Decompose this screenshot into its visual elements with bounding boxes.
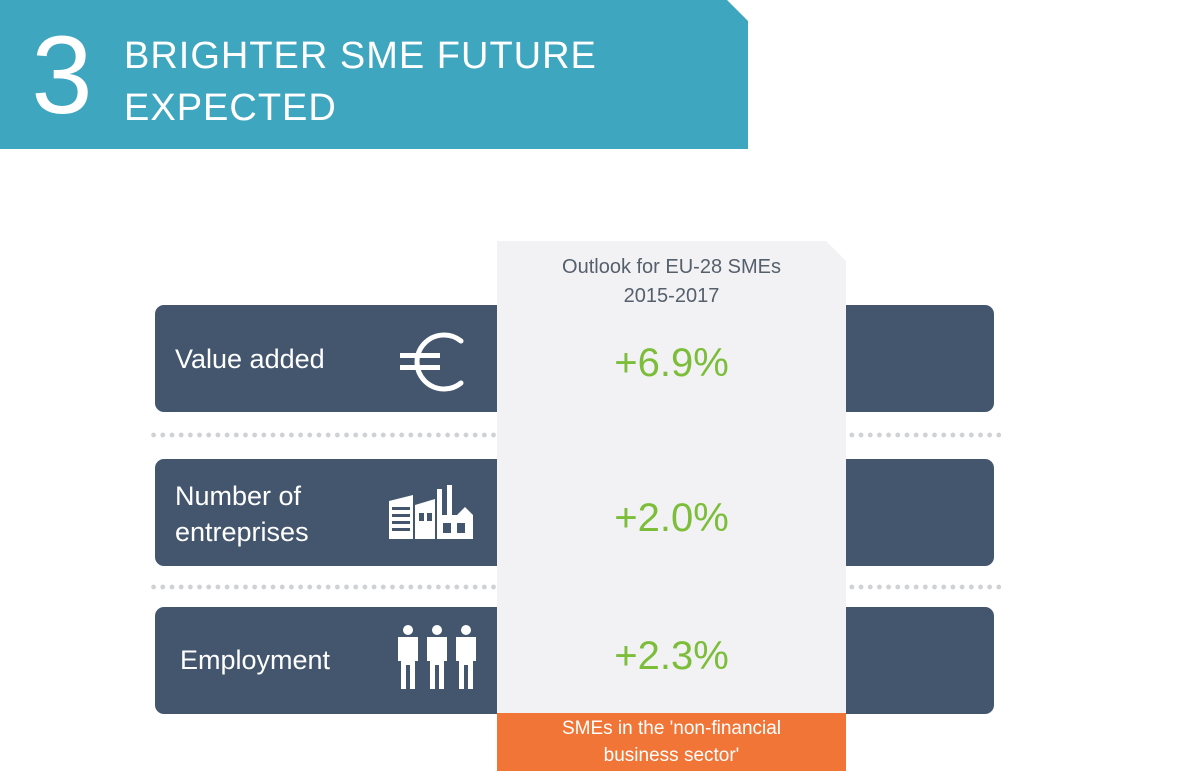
indicator-label: Number of entreprises	[175, 478, 309, 550]
outlook-panel	[497, 241, 846, 713]
footnote-badge: SMEs in the 'non-financial business sect…	[497, 713, 846, 771]
euro-icon	[400, 332, 464, 392]
title-line-2: EXPECTED	[124, 87, 337, 129]
indicator-label: Value added	[175, 344, 325, 374]
title-banner: 3 BRIGHTER SME FUTURE EXPECTED	[0, 0, 748, 149]
employment-change: +2.3%	[614, 634, 729, 678]
section-number: 3	[31, 14, 93, 137]
indicator-label-line-1: Number of	[175, 481, 302, 511]
panel-header-line-2: 2015-2017	[623, 285, 720, 307]
footnote-line-1: SMEs in the 'non-financial	[561, 718, 782, 739]
page-title: BRIGHTER SME FUTURE EXPECTED	[124, 30, 724, 134]
title-line-1: BRIGHTER SME FUTURE	[124, 35, 597, 77]
enterprises-change: +2.0%	[614, 496, 729, 540]
people-icon	[398, 625, 476, 689]
footnote-line-2: business sector'	[603, 745, 740, 766]
panel-header: Outlook for EU-28 SMEs 2015-2017	[497, 253, 846, 311]
factory-icon	[389, 485, 473, 539]
panel-header-line-1: Outlook for EU-28 SMEs	[562, 256, 781, 278]
value-added-change: +6.9%	[614, 341, 729, 385]
indicator-label-line-2: entreprises	[175, 517, 309, 547]
indicator-label: Employment	[180, 645, 331, 675]
